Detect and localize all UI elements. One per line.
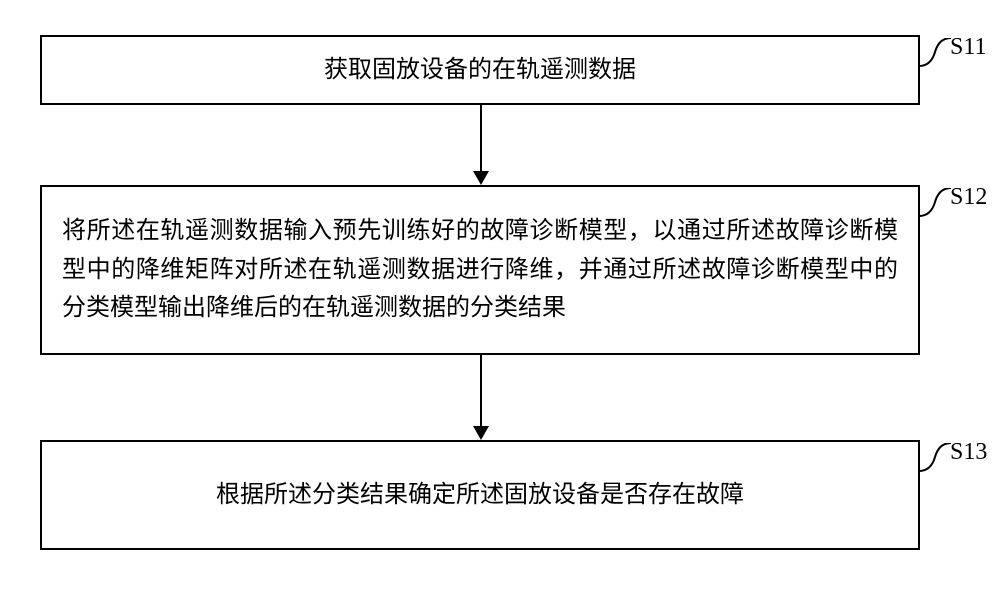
flow-label-s13: S13 <box>950 439 987 466</box>
arrow-head-2 <box>473 426 489 440</box>
flow-step-s12-text: 将所述在轨遥测数据输入预先训练好的故障诊断模型，以通过所述故障诊断模型中的降维矩… <box>62 212 898 327</box>
flow-step-s13-text: 根据所述分类结果确定所述固放设备是否存在故障 <box>216 476 744 514</box>
flowchart-container: 获取固放设备的在轨遥测数据 S11 将所述在轨遥测数据输入预先训练好的故障诊断模… <box>20 20 980 576</box>
flow-step-s13: 根据所述分类结果确定所述固放设备是否存在故障 <box>40 440 920 550</box>
arrow-head-1 <box>473 171 489 185</box>
flow-step-s12: 将所述在轨遥测数据输入预先训练好的故障诊断模型，以通过所述故障诊断模型中的降维矩… <box>40 185 920 355</box>
flow-step-s11-text: 获取固放设备的在轨遥测数据 <box>324 51 636 89</box>
arrow-line-1 <box>480 105 482 171</box>
flow-label-s11: S11 <box>950 34 986 61</box>
curve-s13 <box>919 443 953 473</box>
curve-s11 <box>919 38 953 68</box>
flow-step-s11: 获取固放设备的在轨遥测数据 <box>40 35 920 105</box>
flow-label-s12: S12 <box>950 184 987 211</box>
arrow-line-2 <box>480 355 482 426</box>
curve-s12 <box>919 188 953 218</box>
